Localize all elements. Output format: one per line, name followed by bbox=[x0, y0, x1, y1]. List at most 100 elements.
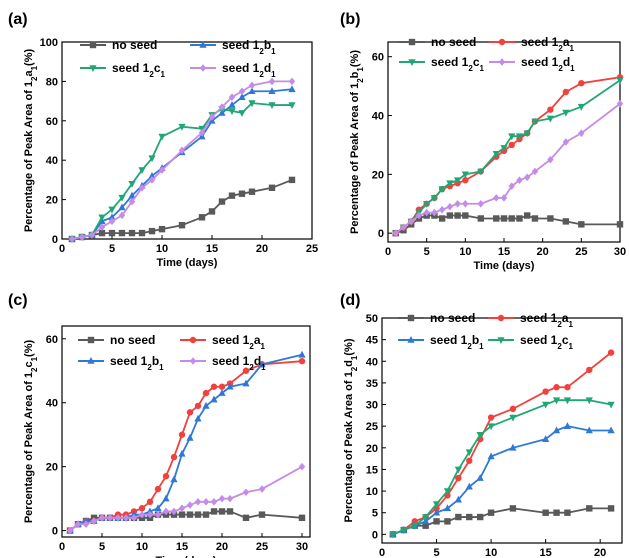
data-point bbox=[607, 426, 615, 434]
data-point bbox=[78, 233, 86, 241]
data-point bbox=[210, 498, 218, 506]
y-tick-label: 0 bbox=[52, 526, 58, 538]
data-point bbox=[431, 208, 438, 217]
data-point bbox=[462, 212, 469, 219]
data-point bbox=[258, 511, 266, 518]
data-point bbox=[248, 87, 256, 95]
data-point bbox=[577, 103, 585, 111]
legend-entry: no seed bbox=[78, 333, 155, 347]
legend-entry: seed 12c1 bbox=[80, 61, 166, 79]
data-point bbox=[476, 432, 484, 439]
x-axis-label: Time (days) bbox=[474, 260, 535, 272]
chart-panel-a: (a) 0 5 10 15 20 25 0 20 40 60 80 100 Time (days) Perc… bbox=[8, 11, 318, 269]
data-point bbox=[138, 183, 146, 192]
legend-label: seed 12a1 bbox=[520, 311, 574, 329]
x-tick-label: 15 bbox=[206, 243, 218, 255]
panel-label: (b) bbox=[340, 11, 360, 28]
legend-label: no seed bbox=[110, 333, 155, 347]
y-tick-label: 35 bbox=[366, 378, 378, 390]
legend: no seed seed 12b1 seed 12c1 seed 12d1 bbox=[80, 38, 276, 79]
data-point bbox=[258, 485, 266, 493]
data-point bbox=[553, 384, 560, 391]
legend-marker bbox=[87, 357, 95, 364]
plot-frame bbox=[61, 41, 313, 240]
data-point bbox=[74, 520, 82, 529]
series-no_seed bbox=[68, 176, 296, 243]
data-point bbox=[154, 485, 162, 493]
x-tick-label: 20 bbox=[216, 541, 228, 553]
y-tick-label: 100 bbox=[40, 37, 58, 49]
data-point bbox=[178, 146, 186, 155]
legend-entry: no seed bbox=[80, 38, 157, 52]
legend: no seed seed 12a1 seed 12b1 seed 12c1 bbox=[398, 311, 574, 351]
data-point bbox=[242, 379, 250, 387]
legend-marker bbox=[497, 337, 505, 344]
data-point bbox=[562, 218, 570, 225]
data-point bbox=[578, 221, 585, 228]
data-point bbox=[146, 498, 154, 506]
legend-entry: seed 12c1 bbox=[399, 55, 485, 73]
series-c1 bbox=[389, 397, 615, 539]
data-point bbox=[268, 184, 276, 191]
data-point bbox=[298, 350, 306, 358]
data-point bbox=[186, 409, 194, 416]
y-tick-label: 5 bbox=[372, 508, 378, 520]
x-tick-label: 5 bbox=[99, 541, 105, 553]
panel-label: (d) bbox=[340, 292, 360, 309]
data-point bbox=[454, 177, 462, 185]
data-point bbox=[585, 426, 593, 434]
data-point bbox=[194, 402, 202, 410]
data-point bbox=[607, 505, 615, 512]
series-line bbox=[392, 425, 612, 536]
legend-marker bbox=[407, 314, 415, 322]
series-no_seed bbox=[389, 505, 615, 538]
data-point bbox=[547, 106, 554, 113]
x-tick-label: 15 bbox=[498, 246, 510, 258]
data-point bbox=[524, 173, 531, 182]
data-point bbox=[438, 186, 446, 194]
data-point bbox=[108, 213, 116, 221]
data-point bbox=[218, 389, 226, 396]
y-tick-label: 20 bbox=[46, 462, 58, 474]
legend-entry: seed 12c1 bbox=[488, 333, 574, 351]
data-point bbox=[114, 514, 122, 522]
data-point bbox=[411, 522, 419, 530]
legend-marker bbox=[408, 38, 416, 46]
legend: no seed seed 12a1 seed 12b1 seed 12d1 bbox=[78, 333, 266, 372]
legend-entry: seed 12b1 bbox=[398, 333, 484, 351]
data-point bbox=[509, 443, 517, 451]
data-point bbox=[487, 509, 495, 516]
y-tick-label: 0 bbox=[372, 529, 378, 541]
legend-marker bbox=[497, 314, 505, 322]
data-point bbox=[148, 227, 156, 235]
data-point bbox=[562, 138, 570, 146]
legend-label: seed 12b1 bbox=[430, 333, 484, 351]
y-tick-label: 0 bbox=[378, 228, 384, 240]
legend-entry: seed 12d1 bbox=[190, 61, 276, 79]
data-point bbox=[422, 522, 429, 529]
data-point bbox=[228, 192, 236, 199]
y-tick-label: 20 bbox=[46, 195, 58, 207]
data-point bbox=[194, 498, 202, 506]
legend-label: seed 12c1 bbox=[520, 333, 574, 351]
data-point bbox=[162, 473, 170, 480]
data-point bbox=[552, 397, 561, 405]
x-tick-label: 25 bbox=[575, 246, 587, 258]
data-point bbox=[516, 176, 523, 185]
series-line bbox=[71, 88, 293, 240]
data-point bbox=[423, 208, 430, 217]
panel-label: (a) bbox=[8, 11, 28, 28]
data-point bbox=[178, 511, 186, 518]
data-point bbox=[298, 514, 306, 522]
x-tick-label: 10 bbox=[459, 246, 471, 258]
data-point bbox=[218, 494, 226, 503]
legend-entry: seed 12a1 bbox=[488, 311, 574, 329]
data-point bbox=[542, 388, 549, 395]
y-tick-label: 45 bbox=[366, 335, 378, 347]
data-point bbox=[118, 229, 126, 237]
data-point bbox=[477, 168, 485, 176]
data-point bbox=[523, 130, 531, 138]
x-tick-label: 0 bbox=[379, 547, 385, 558]
data-point bbox=[186, 501, 194, 509]
